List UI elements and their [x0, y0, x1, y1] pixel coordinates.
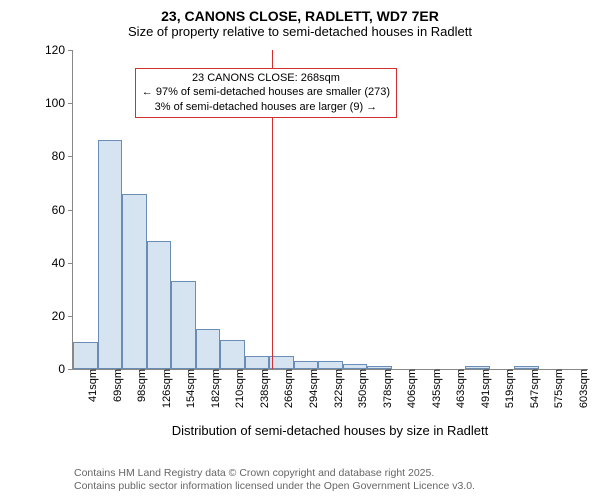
x-tick-label: 210sqm	[232, 369, 246, 408]
histogram-bar	[269, 356, 294, 369]
x-tick-label: 126sqm	[159, 369, 173, 408]
chart-area: Number of semi-detached properties 02040…	[72, 50, 588, 420]
histogram-plot: 02040608010012041sqm69sqm98sqm126sqm154s…	[72, 50, 588, 370]
annotation-box: 23 CANONS CLOSE: 268sqm← 97% of semi-det…	[135, 68, 397, 119]
x-tick-label: 463sqm	[453, 369, 467, 408]
histogram-bar	[73, 342, 98, 369]
y-tick-mark	[68, 156, 73, 157]
annotation-line-3: 3% of semi-detached houses are larger (9…	[142, 100, 390, 115]
histogram-bar	[98, 140, 123, 369]
x-tick-label: 435sqm	[429, 369, 443, 408]
y-tick-mark	[68, 103, 73, 104]
y-tick-mark	[68, 50, 73, 51]
annotation-line-1: 23 CANONS CLOSE: 268sqm	[142, 71, 390, 86]
x-tick-label: 491sqm	[478, 369, 492, 408]
histogram-bar	[196, 329, 221, 369]
x-tick-label: 406sqm	[404, 369, 418, 408]
page-subtitle: Size of property relative to semi-detach…	[0, 24, 600, 39]
histogram-bar	[318, 361, 343, 369]
x-tick-label: 98sqm	[134, 369, 148, 402]
attribution-footer: Contains HM Land Registry data © Crown c…	[74, 467, 475, 494]
x-tick-label: 41sqm	[85, 369, 99, 402]
x-tick-label: 547sqm	[527, 369, 541, 408]
x-tick-label: 266sqm	[281, 369, 295, 408]
footer-line-1: Contains HM Land Registry data © Crown c…	[74, 467, 475, 481]
x-tick-label: 350sqm	[355, 369, 369, 408]
y-tick-mark	[68, 210, 73, 211]
histogram-bar	[294, 361, 319, 369]
x-tick-label: 182sqm	[208, 369, 222, 408]
annotation-line-2: ← 97% of semi-detached houses are smalle…	[142, 85, 390, 100]
histogram-bar	[220, 340, 245, 369]
x-tick-label: 238sqm	[257, 369, 271, 408]
x-tick-label: 69sqm	[110, 369, 124, 402]
histogram-bar	[171, 281, 196, 369]
y-tick-mark	[68, 369, 73, 370]
x-tick-label: 294sqm	[306, 369, 320, 408]
footer-line-2: Contains public sector information licen…	[74, 480, 475, 494]
x-tick-label: 378sqm	[380, 369, 394, 408]
x-tick-label: 322sqm	[331, 369, 345, 408]
histogram-bar	[147, 241, 172, 369]
x-axis-label: Distribution of semi-detached houses by …	[72, 423, 588, 438]
y-tick-mark	[68, 316, 73, 317]
x-tick-label: 519sqm	[502, 369, 516, 408]
x-tick-label: 154sqm	[183, 369, 197, 408]
x-tick-label: 603sqm	[576, 369, 590, 408]
histogram-bar	[122, 194, 147, 369]
page-title: 23, CANONS CLOSE, RADLETT, WD7 7ER	[0, 8, 600, 24]
x-tick-label: 575sqm	[551, 369, 565, 408]
histogram-bar	[245, 356, 270, 369]
title-block: 23, CANONS CLOSE, RADLETT, WD7 7ER Size …	[0, 0, 600, 39]
y-tick-mark	[68, 263, 73, 264]
